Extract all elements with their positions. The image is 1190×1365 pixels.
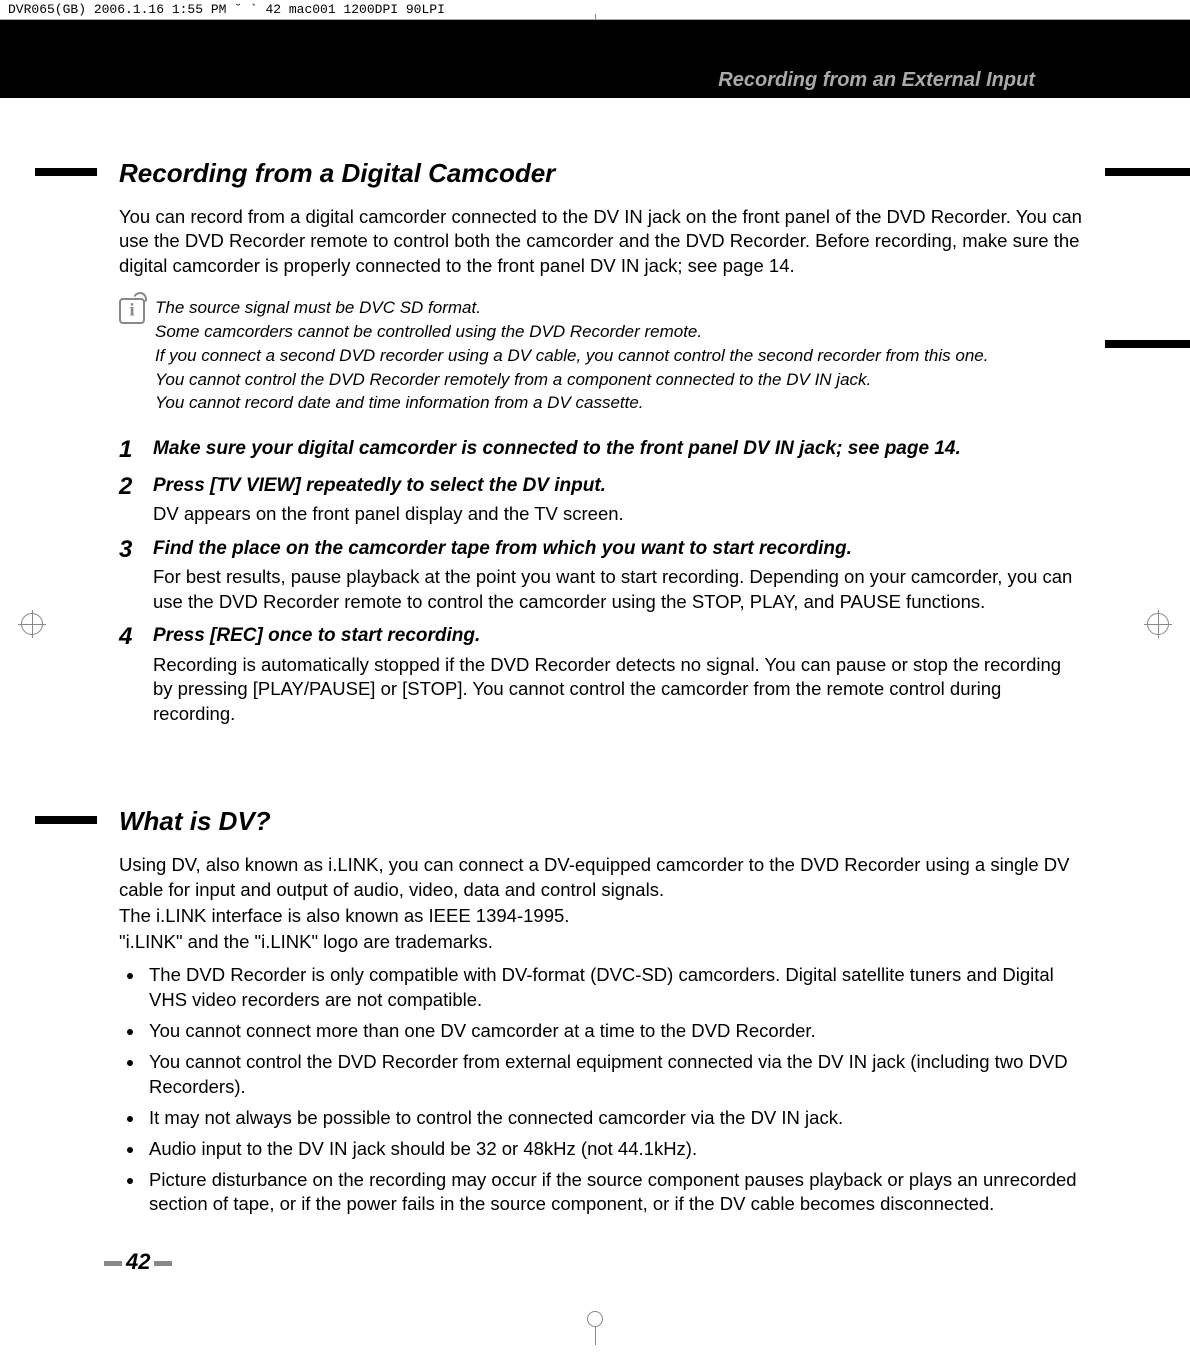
- step: 4 Press [REC] once to start recording. R…: [119, 624, 1085, 726]
- info-line: Some camcorders cannot be controlled usi…: [155, 320, 988, 344]
- step-number: 4: [119, 624, 139, 726]
- bullet-item: It may not always be possible to control…: [145, 1106, 1085, 1131]
- bullet-list: The DVD Recorder is only compatible with…: [145, 963, 1085, 1218]
- info-text: The source signal must be DVC SD format.…: [155, 296, 988, 415]
- page-num-bar: [154, 1261, 172, 1266]
- info-box: The source signal must be DVC SD format.…: [119, 296, 1085, 415]
- crop-mark-bottom: [580, 1315, 610, 1345]
- section2-para: The i.LINK interface is also known as IE…: [119, 904, 1085, 928]
- heading-bar-right: [1105, 168, 1190, 176]
- secondary-bar-right: [1105, 340, 1190, 348]
- band-title: Recording from an External Input: [718, 69, 1035, 92]
- step-description: For best results, pause playback at the …: [153, 565, 1085, 614]
- info-icon: [119, 298, 145, 324]
- info-line: You cannot record date and time informat…: [155, 391, 988, 415]
- step-number: 1: [119, 437, 139, 463]
- heading-bar-left: [35, 168, 97, 176]
- page-num-value: 42: [126, 1249, 150, 1274]
- page-number: 42: [100, 1249, 176, 1275]
- section2-title: What is DV?: [119, 806, 271, 837]
- bullet-item: You cannot control the DVD Recorder from…: [145, 1050, 1085, 1100]
- header-band: Recording from an External Input: [0, 20, 1190, 98]
- section2-para: Using DV, also known as i.LINK, you can …: [119, 853, 1085, 902]
- bullet-item: Audio input to the DV IN jack should be …: [145, 1137, 1085, 1162]
- step: 1 Make sure your digital camcorder is co…: [119, 437, 1085, 463]
- step-title: Press [TV VIEW] repeatedly to select the…: [153, 474, 1085, 499]
- step-number: 3: [119, 537, 139, 615]
- step: 2 Press [TV VIEW] repeatedly to select t…: [119, 474, 1085, 527]
- bullet-item: The DVD Recorder is only compatible with…: [145, 963, 1085, 1013]
- heading-bar-left: [35, 816, 97, 824]
- step-title: Find the place on the camcorder tape fro…: [153, 537, 1085, 562]
- info-line: The source signal must be DVC SD format.: [155, 296, 988, 320]
- info-line: If you connect a second DVD recorder usi…: [155, 344, 988, 368]
- page-num-bar: [104, 1261, 122, 1266]
- bullet-item: You cannot connect more than one DV camc…: [145, 1019, 1085, 1044]
- section2-para: "i.LINK" and the "i.LINK" logo are trade…: [119, 930, 1085, 954]
- step-title: Press [REC] once to start recording.: [153, 624, 1085, 649]
- section1-heading: Recording from a Digital Camcoder: [105, 158, 1085, 189]
- info-line: You cannot control the DVD Recorder remo…: [155, 368, 988, 392]
- section1-intro: You can record from a digital camcorder …: [119, 205, 1085, 278]
- section2-heading: What is DV?: [105, 806, 1085, 837]
- registration-mark-left: [18, 610, 46, 638]
- section1-title: Recording from a Digital Camcoder: [119, 158, 555, 189]
- step-description: Recording is automatically stopped if th…: [153, 653, 1085, 726]
- step-title: Make sure your digital camcorder is conn…: [153, 437, 1085, 462]
- steps-list: 1 Make sure your digital camcorder is co…: [119, 437, 1085, 726]
- step: 3 Find the place on the camcorder tape f…: [119, 537, 1085, 615]
- page-content: Recording from a Digital Camcoder You ca…: [0, 98, 1190, 1217]
- step-description: DV appears on the front panel display an…: [153, 502, 1085, 526]
- bullet-item: Picture disturbance on the recording may…: [145, 1168, 1085, 1218]
- step-number: 2: [119, 474, 139, 527]
- registration-mark-right: [1144, 610, 1172, 638]
